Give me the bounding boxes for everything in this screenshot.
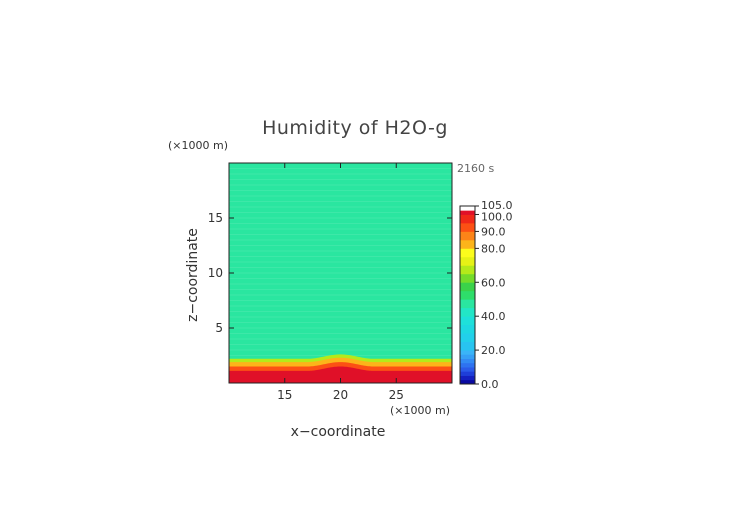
colorbar-tick-label: 20.0 [481, 344, 506, 357]
colorbar-swatch [460, 358, 475, 364]
colorbar-swatch [460, 214, 475, 224]
x-axis-ticks: 15 20 25 [277, 163, 404, 402]
colorbar-swatch [460, 299, 475, 309]
colorbar-tick-label: 60.0 [481, 276, 506, 289]
y-tick-label: 10 [208, 266, 223, 280]
colorbar-swatch [460, 210, 475, 215]
x-tick-label: 25 [389, 388, 404, 402]
x-axis-title: x−coordinate [291, 424, 386, 440]
plot-area [228, 162, 453, 384]
colorbar-swatch [460, 231, 475, 241]
colorbar-tick-label: 100.0 [481, 210, 513, 223]
x-axis-unit: (×1000 m) [390, 404, 450, 417]
colorbar-swatch [460, 316, 475, 326]
colorbar-swatch [460, 379, 475, 385]
colorbar-tick-label: 105.0 [481, 199, 513, 212]
colorbar-swatch [460, 222, 475, 232]
colorbar-swatch [460, 273, 475, 283]
colorbar-swatch [460, 307, 475, 317]
colorbar-swatch [460, 350, 475, 355]
colorbar-swatch [460, 362, 475, 368]
x-tick-label: 15 [277, 388, 292, 402]
colorbar-swatch [460, 354, 475, 359]
colorbar-swatch [460, 324, 475, 334]
colorbar-swatch [460, 239, 475, 249]
colorbar-swatch [460, 371, 475, 376]
colorbar-swatch [460, 206, 475, 211]
colorbar-tick-label: 80.0 [481, 242, 506, 255]
colorbar-swatches [460, 206, 475, 385]
colorbar-swatch [460, 375, 475, 381]
colorbar-swatch [460, 282, 475, 292]
colorbar-swatch [460, 367, 475, 372]
y-axis-title: z−coordinate [185, 228, 201, 322]
colorbar-tick-label: 40.0 [481, 310, 506, 323]
colorbar-tick-label: 90.0 [481, 225, 506, 238]
y-tick-label: 15 [208, 211, 223, 225]
colorbar-swatch [460, 265, 475, 275]
y-axis-unit: (×1000 m) [168, 139, 228, 152]
colorbar-swatch [460, 341, 475, 351]
y-tick-label: 5 [215, 321, 223, 335]
colorbar-swatch [460, 333, 475, 343]
colorbar-frame [459, 205, 476, 385]
colorbar-swatch [460, 248, 475, 258]
colorbar-tick-label: 0.0 [481, 378, 499, 391]
colorbar-swatch [460, 290, 475, 300]
x-tick-label: 20 [333, 388, 348, 402]
humidity-field-background [229, 163, 452, 383]
chart-title: Humidity of H2O-g [262, 117, 448, 139]
time-label: 2160 s [457, 162, 494, 175]
y-axis-ticks: 5 10 15 [208, 211, 452, 335]
colorbar-swatch [460, 256, 475, 266]
